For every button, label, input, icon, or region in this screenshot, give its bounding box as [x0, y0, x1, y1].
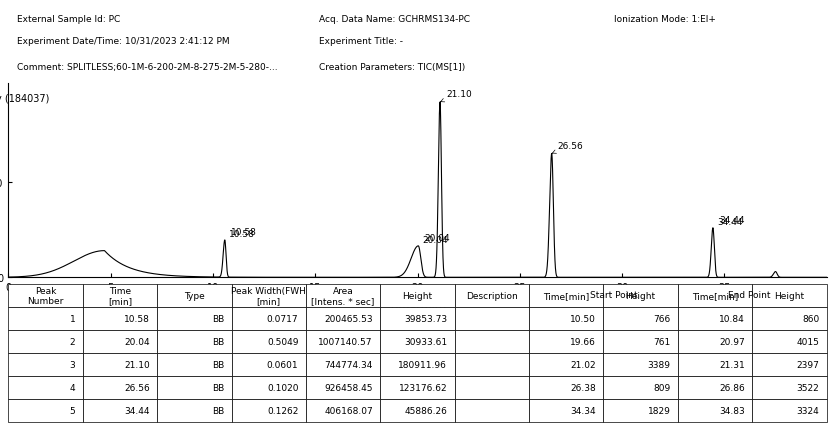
Text: Experiment Title: -: Experiment Title: -	[319, 37, 403, 46]
Text: Creation Parameters: TIC(MS[1]): Creation Parameters: TIC(MS[1])	[319, 63, 466, 72]
Text: 21.10: 21.10	[441, 90, 472, 103]
Text: Intensity (184037): Intensity (184037)	[0, 93, 49, 104]
X-axis label: Time[min]: Time[min]	[389, 298, 446, 308]
Text: Ionization Mode: 1:EI+: Ionization Mode: 1:EI+	[614, 15, 716, 24]
Text: 26.56: 26.56	[552, 141, 584, 154]
Text: Comment: SPLITLESS;60-1M-6-200-2M-8-275-2M-5-280-...: Comment: SPLITLESS;60-1M-6-200-2M-8-275-…	[17, 63, 277, 72]
Text: 10.58: 10.58	[229, 230, 255, 239]
Text: End Point: End Point	[727, 290, 770, 299]
Text: External Sample Id: PC: External Sample Id: PC	[17, 15, 119, 24]
Text: Acq. Data Name: GCHRMS134-PC: Acq. Data Name: GCHRMS134-PC	[319, 15, 470, 24]
Text: 34.44: 34.44	[717, 217, 742, 226]
Text: 20.04: 20.04	[424, 233, 450, 242]
Text: 10.58: 10.58	[231, 228, 257, 237]
Text: Start Point: Start Point	[590, 290, 638, 299]
Text: Experiment Date/Time: 10/31/2023 2:41:12 PM: Experiment Date/Time: 10/31/2023 2:41:12…	[17, 37, 229, 46]
Text: 34.44: 34.44	[719, 216, 745, 225]
Text: 20.04: 20.04	[423, 236, 448, 245]
